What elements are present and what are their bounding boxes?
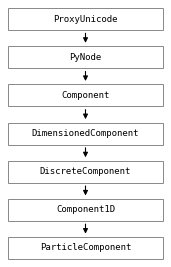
Text: PyNode: PyNode bbox=[69, 53, 102, 62]
Text: Component: Component bbox=[61, 91, 110, 100]
FancyBboxPatch shape bbox=[8, 161, 163, 183]
Text: ProxyUnicode: ProxyUnicode bbox=[53, 14, 118, 23]
FancyBboxPatch shape bbox=[8, 237, 163, 259]
Text: Component1D: Component1D bbox=[56, 205, 115, 214]
Text: DimensionedComponent: DimensionedComponent bbox=[32, 129, 139, 138]
FancyBboxPatch shape bbox=[8, 123, 163, 144]
Text: ParticleComponent: ParticleComponent bbox=[40, 244, 131, 253]
FancyBboxPatch shape bbox=[8, 199, 163, 221]
FancyBboxPatch shape bbox=[8, 8, 163, 30]
FancyBboxPatch shape bbox=[8, 46, 163, 68]
Text: DiscreteComponent: DiscreteComponent bbox=[40, 167, 131, 176]
FancyBboxPatch shape bbox=[8, 84, 163, 106]
